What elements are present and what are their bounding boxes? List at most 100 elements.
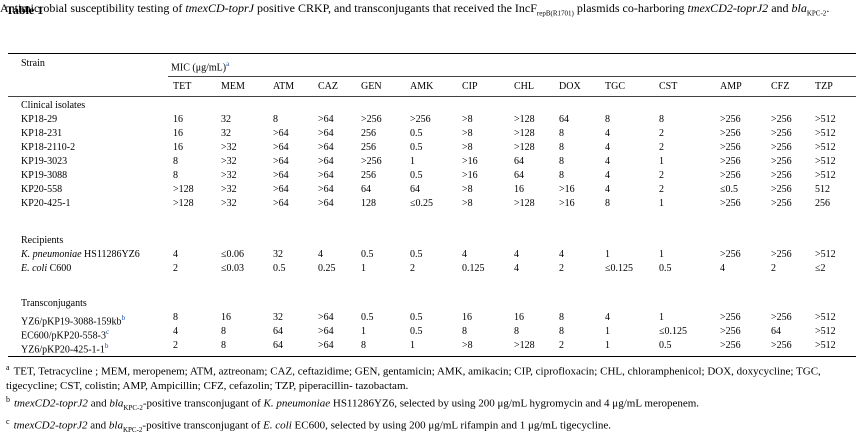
mic-header-footnote-mark: a	[226, 60, 229, 68]
mic-value: >512	[815, 312, 836, 324]
mic-subrule	[168, 76, 856, 77]
mic-value: 8	[559, 142, 564, 154]
mic-value: 64	[514, 170, 524, 182]
mic-value: 512	[815, 184, 830, 196]
mic-value: >256	[720, 249, 741, 261]
mic-value: >256	[771, 156, 792, 168]
antibiotic-header: AMK	[410, 81, 433, 93]
mic-value: >128	[514, 128, 535, 140]
footnote-c-gene: tmexCD2-toprJ2	[14, 419, 88, 431]
mic-value: >256	[720, 340, 741, 352]
strain-id: KP18-29	[21, 114, 57, 125]
mic-value: 0.5	[273, 263, 286, 275]
footnote-b-mid: -positive transconjugant of	[143, 397, 264, 409]
strain-id: C600	[47, 263, 71, 274]
mic-value: 0.5	[410, 249, 423, 261]
mic-value: 4	[318, 249, 323, 261]
mic-value: 1	[410, 156, 415, 168]
strain-name: YZ6/pKP20-425-1-1b	[21, 340, 108, 356]
mic-value: >256	[720, 170, 741, 182]
mic-value: 64	[559, 114, 569, 126]
mic-value: >512	[815, 340, 836, 352]
header-rule	[8, 96, 856, 97]
mic-value: 8	[273, 114, 278, 126]
footnote-b-species: K. pneumoniae	[264, 397, 331, 409]
mic-value: >64	[318, 340, 334, 352]
mic-value: 4	[605, 312, 610, 324]
section-title: Transconjugants	[21, 298, 87, 310]
mic-value: >256	[771, 142, 792, 154]
antibiotic-header: GEN	[361, 81, 382, 93]
mic-value: >256	[771, 128, 792, 140]
mic-value: 16	[221, 312, 231, 324]
mic-value: >8	[462, 340, 473, 352]
mic-value: >64	[318, 312, 334, 324]
strain-species: E. coli	[21, 263, 47, 274]
mic-value: 0.5	[410, 128, 423, 140]
mic-value: >256	[720, 114, 741, 126]
mic-value: 8	[173, 170, 178, 182]
mic-value: 2	[410, 263, 415, 275]
strain-id: KP18-2110-2	[21, 142, 75, 153]
antibiotic-header: CHL	[514, 81, 534, 93]
mic-value: 16	[173, 142, 183, 154]
mic-value: 1	[605, 340, 610, 352]
mic-value: >512	[815, 326, 836, 338]
mic-value: 1	[361, 326, 366, 338]
table-label: Table 1	[6, 3, 43, 18]
mic-value: 4	[173, 249, 178, 261]
strain-footnote-mark: b	[122, 314, 126, 322]
mic-value: >64	[273, 156, 289, 168]
mic-value: >64	[318, 114, 334, 126]
mic-value: 0.5	[410, 326, 423, 338]
strain-header: Strain	[21, 58, 45, 70]
mic-value: 4	[462, 249, 467, 261]
strain-id: KP19-3023	[21, 156, 67, 167]
caption-gene-2: tmexCD2-toprJ2	[688, 1, 769, 15]
mic-value: 4	[605, 184, 610, 196]
footnote-b-bla-sub: KPC-2	[123, 404, 142, 412]
mic-value: >128	[173, 198, 194, 210]
mic-value: 0.5	[361, 312, 374, 324]
mic-value: >256	[771, 198, 792, 210]
mic-value: 2	[659, 128, 664, 140]
mic-value: 16	[514, 184, 524, 196]
mic-value: 16	[173, 114, 183, 126]
antibiotic-header: CST	[659, 81, 677, 93]
mic-value: 1	[605, 326, 610, 338]
mic-value: >512	[815, 249, 836, 261]
strain-name: KP18-29	[21, 114, 57, 126]
strain-name: KP20-558	[21, 184, 62, 196]
bottom-rule	[8, 356, 856, 357]
mic-value: 8	[361, 340, 366, 352]
caption-text-5: .	[826, 1, 829, 15]
mic-value: 8	[173, 156, 178, 168]
strain-name: KP20-425-1	[21, 198, 70, 210]
mic-value: >16	[462, 170, 478, 182]
mic-value: >64	[273, 184, 289, 196]
mic-value: 8	[462, 326, 467, 338]
mic-value: 0.5	[361, 249, 374, 261]
mic-value: >256	[720, 142, 741, 154]
mic-value: 128	[361, 198, 376, 210]
mic-value: 32	[221, 128, 231, 140]
mic-value: 0.125	[462, 263, 485, 275]
mic-value: 4	[514, 249, 519, 261]
footnote-c-rest: EC600, selected by using 200 μg/mL rifam…	[292, 419, 611, 431]
mic-value: 64	[410, 184, 420, 196]
mic-value: >32	[221, 156, 237, 168]
mic-value: ≤2	[815, 263, 826, 275]
caption-text-4: and	[768, 1, 791, 15]
footnote-b-mark: b	[6, 395, 10, 404]
mic-value: >256	[720, 128, 741, 140]
caption-text-3: plasmids co-harboring	[574, 1, 688, 15]
mic-value: 8	[514, 326, 519, 338]
mic-value: 2	[173, 340, 178, 352]
mic-value: >512	[815, 170, 836, 182]
antibiotic-header: CFZ	[771, 81, 789, 93]
mic-value: 8	[173, 312, 178, 324]
